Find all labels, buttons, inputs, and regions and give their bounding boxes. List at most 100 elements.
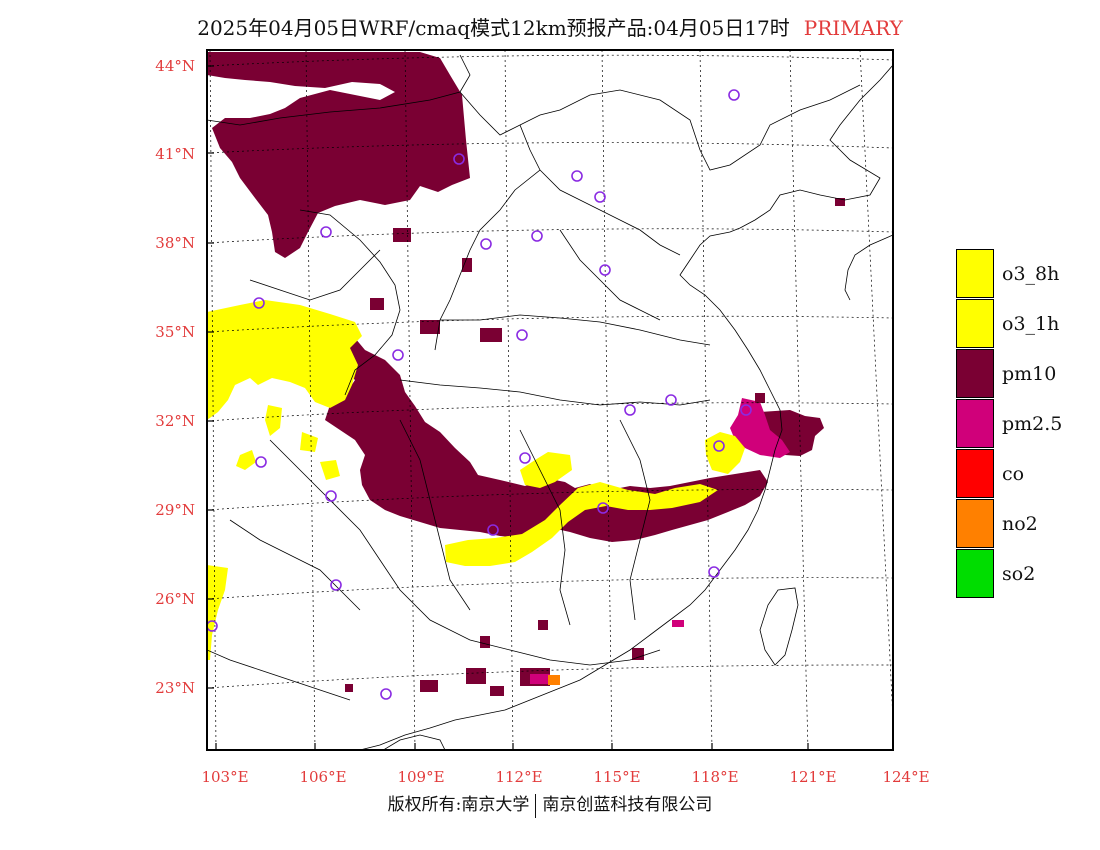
station-markers [206, 89, 752, 700]
pm10-patch [672, 620, 684, 627]
station-marker [253, 297, 265, 309]
station-marker [713, 440, 725, 452]
pm10-patch [835, 198, 845, 206]
copyright-footer: 版权所有:南京大学 南京创蓝科技有限公司 [0, 790, 1100, 818]
border-9 [519, 429, 571, 626]
station-marker [531, 230, 543, 242]
legend-label: o3_1h [1002, 313, 1060, 335]
o3-region-sw [236, 450, 256, 470]
legend-label: co [1002, 463, 1025, 485]
pm10-patch [420, 320, 440, 334]
pm10-region-central [300, 312, 768, 542]
o3-region-yunnan-edge [207, 565, 228, 660]
pm10-patch [632, 648, 644, 660]
meridian-112e [504, 50, 514, 750]
station-marker [599, 264, 611, 276]
border-12 [229, 519, 361, 611]
station-marker [380, 688, 392, 700]
border-2 [459, 84, 861, 171]
pm10-patch [490, 686, 504, 696]
border-14 [559, 229, 661, 321]
border-6 [440, 314, 711, 346]
meridian-106e [305, 50, 316, 750]
hainan [382, 734, 446, 750]
border-13 [207, 649, 351, 701]
border-15 [249, 249, 381, 301]
station-marker [519, 452, 531, 464]
border-7 [399, 379, 711, 406]
legend-label: no2 [1002, 513, 1038, 535]
pm10-patch [755, 393, 765, 403]
legend-label: pm10 [1002, 363, 1057, 385]
legend-swatch [956, 449, 994, 498]
pollutant-layer [207, 52, 845, 696]
legend-swatch [956, 399, 994, 448]
pm25-patch [530, 674, 550, 684]
station-marker [728, 89, 740, 101]
lon-tick-label: 109°E [397, 768, 444, 786]
legend-swatch [956, 549, 994, 598]
pm10-patch [538, 620, 548, 630]
pm10-patch [420, 680, 438, 692]
border-1 [207, 54, 471, 126]
station-marker [665, 394, 677, 406]
pm10-patch [370, 298, 384, 310]
legend-swatch [956, 499, 994, 548]
meridian-103e [209, 50, 217, 750]
longitude-axis: 103°E 106°E 109°E 112°E 115°E 118°E 121°… [201, 743, 930, 786]
meridian-115e [601, 50, 613, 750]
pm10-region-north [207, 52, 470, 258]
copyright-left: 版权所有:南京大学 [387, 795, 530, 815]
station-marker [325, 490, 337, 502]
o3-region-hunan [320, 460, 340, 480]
boundaries [207, 54, 893, 750]
pm10-patch [466, 668, 486, 684]
legend-label: pm2.5 [1002, 413, 1063, 435]
lon-tick-label: 106°E [299, 768, 346, 786]
lat-tick-label: 29°N [155, 501, 195, 519]
lat-tick-label: 38°N [155, 234, 195, 252]
station-marker [597, 502, 609, 514]
legend-swatch [956, 299, 994, 348]
border-4 [539, 169, 681, 256]
lat-tick-label: 26°N [155, 590, 195, 608]
station-marker [624, 404, 636, 416]
graticule [207, 50, 893, 750]
map-frame [206, 49, 894, 751]
station-marker [708, 566, 720, 578]
taiwan [759, 587, 799, 666]
lon-tick-label: 112°E [495, 768, 542, 786]
latitude-axis: 44°N 41°N 38°N 35°N 32°N 29°N 26°N 23°N [155, 57, 214, 697]
coastline [359, 64, 893, 750]
lat-tick-label: 41°N [155, 145, 195, 163]
o3-region-hubei [520, 452, 572, 488]
legend-swatch [956, 349, 994, 398]
border-10 [619, 419, 651, 621]
station-marker [255, 456, 267, 468]
lon-tick-label: 115°E [593, 768, 640, 786]
pm10-patch [480, 328, 502, 342]
title-main: 2025年04月05日WRF/cmaq模式12km预报产品:04月05日17时 [197, 16, 790, 40]
no2-patch [548, 675, 560, 685]
pm10-patch [462, 258, 472, 272]
parallel-38n [207, 228, 893, 244]
meridian-121e [789, 50, 809, 750]
o3-region-sichuan [300, 432, 318, 452]
lat-tick-label: 35°N [155, 323, 195, 341]
legend-swatch [956, 249, 994, 298]
border-8 [269, 439, 661, 666]
o3-region-jiangxi-band [445, 482, 718, 566]
map-title: 2025年04月05日WRF/cmaq模式12km预报产品:04月05日17时 P… [0, 12, 1100, 41]
o3-region-west [207, 300, 362, 420]
lon-tick-label: 121°E [789, 768, 836, 786]
title-primary-tag: PRIMARY [803, 16, 903, 40]
border-11 [399, 419, 471, 611]
meridian-124e [859, 50, 893, 721]
legend-label: so2 [1002, 563, 1036, 585]
lat-tick-label: 23°N [155, 679, 195, 697]
lon-tick-label: 118°E [691, 768, 738, 786]
copyright-right: 南京创蓝科技有限公司 [542, 795, 713, 815]
pm10-patch [393, 228, 411, 242]
station-marker [330, 579, 342, 591]
